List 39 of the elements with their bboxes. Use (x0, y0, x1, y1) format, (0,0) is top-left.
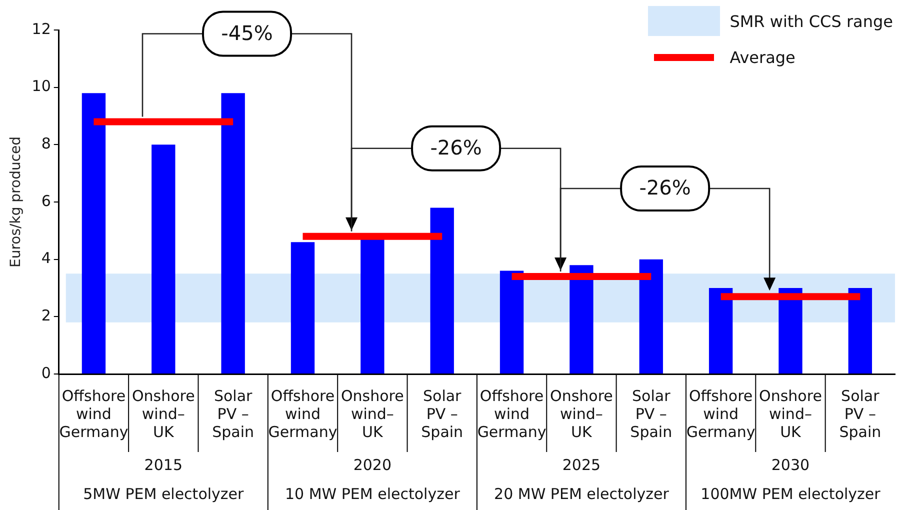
y-tick-label: 6 (41, 192, 51, 210)
y-tick-label: 12 (32, 20, 51, 38)
bar (430, 208, 454, 374)
bar (500, 270, 524, 374)
x-tick-label: Onshore wind– UK (340, 386, 404, 441)
annotation: -26% (430, 136, 482, 160)
bar (221, 93, 245, 374)
bar (82, 93, 106, 374)
annotation: -26% (639, 176, 691, 200)
y-axis-title: Euros/kg produced (8, 136, 24, 268)
x-tick-label: Solar PV – Spain (630, 386, 672, 441)
x-tick-label: Solar PV – Spain (839, 386, 882, 441)
x-tick-label: Onshore wind– UK (550, 386, 613, 441)
legend-label: SMR with CCS range (730, 12, 893, 30)
bar (708, 288, 733, 374)
y-tick-label: 8 (41, 134, 51, 153)
text: 2015 5MW PEM electolyzer (83, 456, 245, 503)
x-tick-label: Solar PV – Spain (212, 386, 254, 441)
y-tick-label: 2 (41, 306, 51, 325)
annotation: -45% (221, 20, 273, 45)
bar (848, 288, 872, 374)
x-tick-label: Offshore wind Germany (59, 386, 128, 441)
x-tick-label: Onshore wind– UK (132, 386, 195, 441)
bar (290, 242, 315, 374)
x-tick-label: Offshore wind Germany (686, 386, 756, 441)
text: 2030 100MW PEM electolyzer (700, 456, 882, 503)
x-tick-label: Onshore wind– UK (759, 386, 822, 441)
y-tick-label: 4 (41, 249, 51, 268)
x-tick-label: Solar PV – Spain (421, 386, 464, 441)
x-tick-label: Offshore wind Germany (477, 386, 546, 441)
y-tick-label: 0 (41, 364, 51, 382)
text: 2020 10 MW PEM electolyzer (284, 456, 461, 503)
legend-label: Average (730, 48, 796, 66)
bar (570, 265, 594, 374)
y-tick-label: 10 (32, 77, 51, 96)
bar (639, 259, 663, 374)
x-tick-label: Offshore wind Germany (268, 386, 338, 441)
text: 2025 20 MW PEM electolyzer (494, 456, 670, 503)
bar (152, 144, 176, 374)
